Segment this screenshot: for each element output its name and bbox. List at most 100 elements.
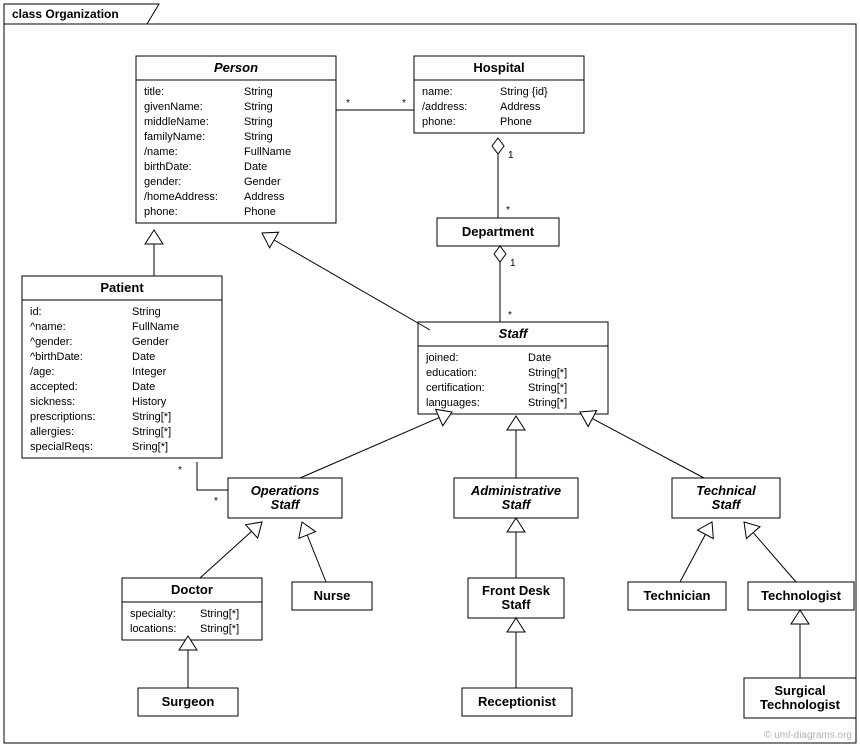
- class-Staff: Staffjoined:Dateeducation:String[*]certi…: [418, 322, 608, 414]
- class-title: Technologist: [761, 588, 842, 603]
- class-Doctor: Doctor specialty: String[*] locations: Strin…: [122, 578, 262, 640]
- attr-name: prescriptions:: [30, 411, 95, 423]
- class-Patient: Patient id: String ^name: FullName ^gender: Ge…: [22, 276, 222, 458]
- attr-name: /age:: [30, 366, 54, 378]
- class-title: Nurse: [314, 588, 351, 603]
- attr-name: accepted:: [30, 381, 78, 393]
- class-OperationsStaff: OperationsStaff: [228, 478, 342, 518]
- attr-name: phone:: [144, 206, 178, 218]
- attr-name: ^birthDate:: [30, 351, 83, 363]
- attr-type: String[*]: [200, 608, 239, 620]
- class-Technologist: Technologist: [748, 582, 854, 610]
- class-title: Person: [214, 60, 258, 75]
- multiplicity: *: [346, 98, 350, 109]
- attr-name: title:: [144, 86, 164, 98]
- attr-type: Sring[*]: [132, 441, 168, 453]
- attr-type: Phone: [244, 206, 276, 218]
- attr-name: ^gender:: [30, 336, 72, 348]
- class-title: Operations: [251, 483, 320, 498]
- attr-name: sickness:: [30, 396, 75, 408]
- attr-type: Gender: [132, 336, 169, 348]
- attr-type: Date: [132, 381, 155, 393]
- class-title: Doctor: [171, 582, 213, 597]
- class-title: Surgical: [774, 683, 825, 698]
- class-title: Staff: [712, 497, 742, 512]
- class-AdministrativeStaff: AdministrativeStaff: [454, 478, 578, 518]
- attr-name: education:: [426, 367, 477, 379]
- attr-type: String: [244, 86, 273, 98]
- attr-name: locations:: [130, 623, 176, 635]
- class-Hospital: Hospital name: String {id} /address: Address…: [414, 56, 584, 133]
- attr-type: String[*]: [528, 382, 567, 394]
- attr-type: String: [132, 306, 161, 318]
- class-Technician: Technician: [628, 582, 726, 610]
- attr-name: specialty:: [130, 608, 176, 620]
- attr-name: allergies:: [30, 426, 74, 438]
- class-title: Surgeon: [162, 694, 215, 709]
- attr-type: FullName: [244, 146, 291, 158]
- attr-type: Phone: [500, 116, 532, 128]
- attr-type: String[*]: [528, 397, 567, 409]
- attr-name: middleName:: [144, 116, 209, 128]
- attr-type: String: [244, 101, 273, 113]
- class-title: Department: [462, 224, 535, 239]
- class-title: Hospital: [473, 60, 524, 75]
- attr-name: joined:: [425, 352, 458, 364]
- attr-type: FullName: [132, 321, 179, 333]
- class-title: Patient: [100, 280, 144, 295]
- attr-type: Date: [528, 352, 551, 364]
- attr-type: Address: [244, 191, 285, 203]
- class-Department: Department: [437, 218, 559, 246]
- attr-type: String[*]: [132, 411, 171, 423]
- attr-name: ^name:: [30, 321, 66, 333]
- attr-name: id:: [30, 306, 42, 318]
- attr-type: String[*]: [200, 623, 239, 635]
- attr-name: name:: [422, 86, 453, 98]
- attr-type: Integer: [132, 366, 167, 378]
- watermark: © uml-diagrams.org: [764, 730, 852, 741]
- attr-type: Date: [244, 161, 267, 173]
- class-Person: Person title: String givenName: String middle…: [136, 56, 336, 223]
- attr-type: String[*]: [132, 426, 171, 438]
- class-FrontDeskStaff: Front DeskStaff: [468, 578, 564, 618]
- attr-type: Gender: [244, 176, 281, 188]
- attr-type: String: [244, 116, 273, 128]
- uml-class-diagram: class Organization Person title: String give…: [0, 0, 860, 747]
- class-Nurse: Nurse: [292, 582, 372, 610]
- multiplicity: *: [508, 310, 512, 321]
- class-title: Front Desk: [482, 583, 551, 598]
- attr-name: givenName:: [144, 101, 203, 113]
- multiplicity: *: [178, 465, 182, 476]
- attr-type: String {id}: [500, 86, 548, 98]
- attr-name: familyName:: [144, 131, 205, 143]
- attr-type: String[*]: [528, 367, 567, 379]
- class-title: Technologist: [760, 697, 841, 712]
- class-Receptionist: Receptionist: [462, 688, 572, 716]
- attr-name: /homeAddress:: [144, 191, 218, 203]
- frame-label: class Organization: [12, 7, 119, 21]
- multiplicity: *: [214, 496, 218, 507]
- class-title: Receptionist: [478, 694, 557, 709]
- attr-name: /address:: [422, 101, 467, 113]
- attr-name: birthDate:: [144, 161, 192, 173]
- class-TechnicalStaff: TechnicalStaff: [672, 478, 780, 518]
- multiplicity: *: [506, 205, 510, 216]
- attr-name: languages:: [426, 397, 480, 409]
- attr-name: specialReqs:: [30, 441, 93, 453]
- class-title: Staff: [502, 597, 532, 612]
- class-SurgicalTechnologist: SurgicalTechnologist: [744, 678, 856, 718]
- multiplicity: 1: [510, 258, 516, 269]
- attr-type: Address: [500, 101, 541, 113]
- attr-type: History: [132, 396, 167, 408]
- attr-type: Date: [132, 351, 155, 363]
- class-title: Staff: [271, 497, 301, 512]
- attr-name: /name:: [144, 146, 178, 158]
- attr-type: String: [244, 131, 273, 143]
- class-title: Administrative: [470, 483, 561, 498]
- attr-name: certification:: [426, 382, 485, 394]
- class-title: Staff: [502, 497, 532, 512]
- class-title: Technician: [644, 588, 711, 603]
- multiplicity: 1: [508, 150, 514, 161]
- attr-name: phone:: [422, 116, 456, 128]
- attr-name: gender:: [144, 176, 181, 188]
